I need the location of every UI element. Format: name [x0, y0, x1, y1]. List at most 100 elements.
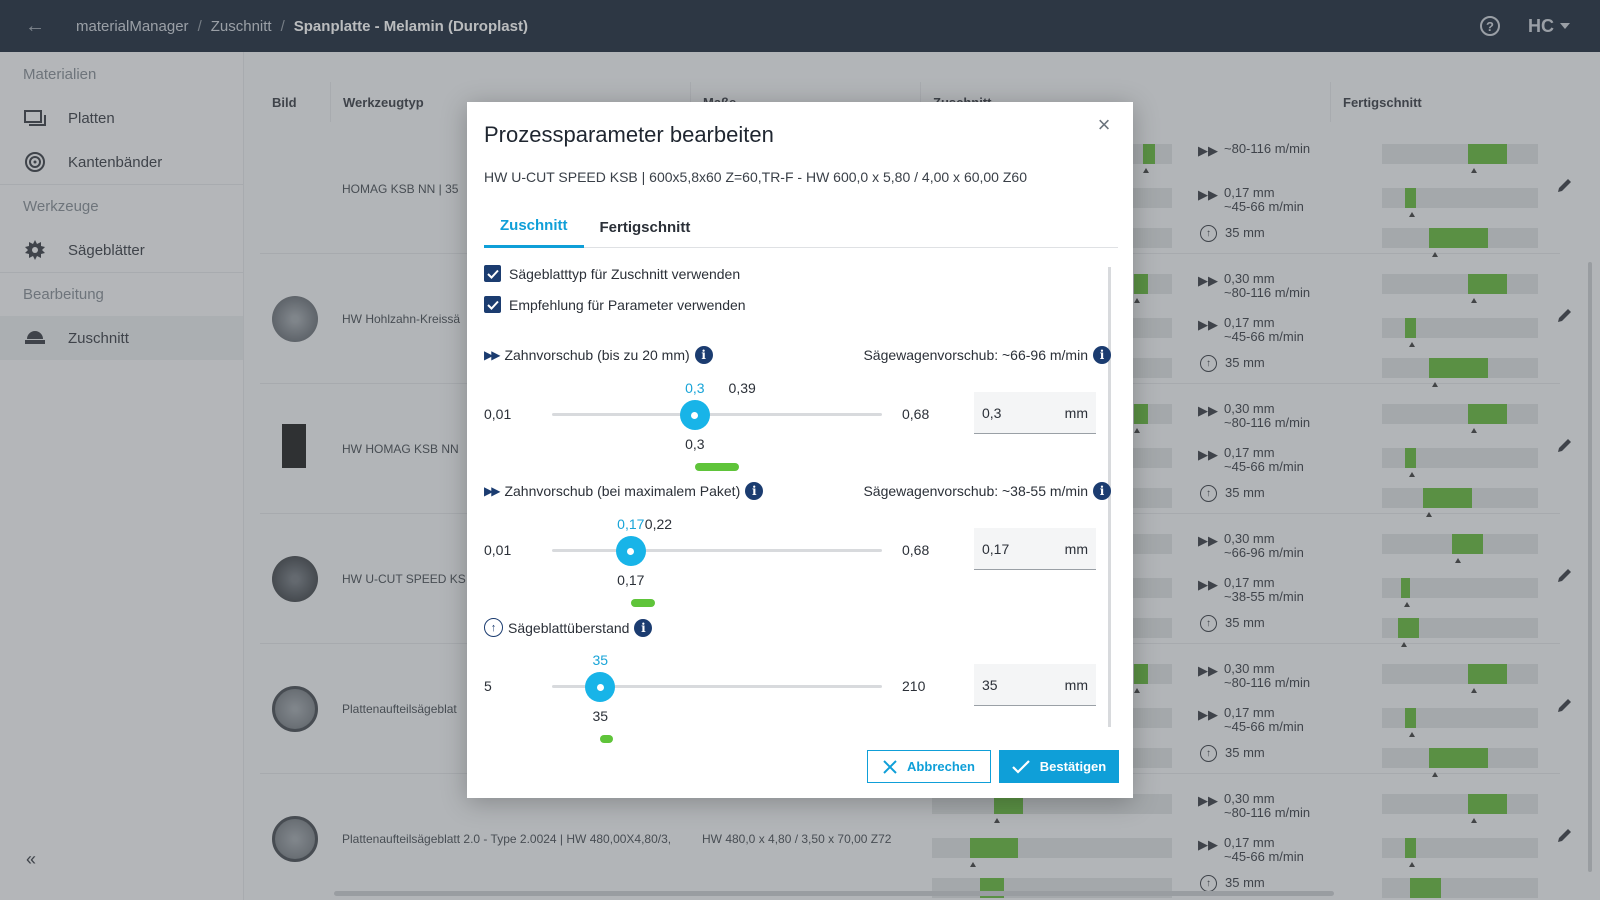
help-icon[interactable]: ?	[1480, 16, 1500, 36]
sidebar-item-kantenbaender[interactable]: Kantenbänder	[0, 140, 243, 184]
param-value: 0,17 mm	[1224, 315, 1275, 330]
dialog-scrollbar[interactable]	[1108, 267, 1111, 727]
finish-range-bar	[1382, 448, 1538, 477]
carriage-feed-label-1: Sägewagenvorschub: ~66-96 m/min i	[863, 346, 1111, 364]
checkbox-row-recommendation[interactable]: Empfehlung für Parameter verwenden	[484, 296, 746, 313]
cancel-button[interactable]: Abbrechen	[867, 750, 991, 783]
zahnvorschub-1-input-box[interactable]: mm	[974, 392, 1096, 434]
parameter-line: ▶▶ 0,30 mm ~80-116 m/min	[1198, 402, 1310, 430]
param-value: 0,30 mm	[1224, 271, 1275, 286]
parameter-line: ▶▶ 0,30 mm ~80-116 m/min	[1198, 662, 1310, 690]
back-arrow-icon[interactable]: ←	[25, 14, 45, 37]
fast-forward-icon: ▶▶	[1198, 273, 1218, 288]
slider-min-label: 0,01	[484, 542, 512, 558]
slider-value-label: 0,17	[617, 516, 645, 532]
checkbox-recommendation[interactable]	[484, 296, 501, 313]
close-icon[interactable]: ×	[1097, 112, 1111, 137]
breadcrumb-item-materialmanager[interactable]: materialManager	[76, 17, 189, 35]
slider-zahnvorschub-2: 0,01 0,17 0,22 0,17 0,68 mm	[484, 496, 1118, 607]
brand-logo: HC	[1528, 15, 1554, 36]
tab-zuschnitt[interactable]: Zuschnitt	[484, 206, 584, 248]
slider-value-label: 0,3	[685, 380, 705, 396]
ueberstand-input-box[interactable]: mm	[974, 664, 1096, 706]
finish-range-bar	[1382, 488, 1538, 517]
zahnvorschub-2-input-box[interactable]: mm	[974, 528, 1096, 570]
zahnvorschub-1-input[interactable]	[982, 404, 1042, 421]
sawblade-thumbnail	[272, 296, 318, 342]
section-label-ueberstand: ↑ Sägeblattüberstand i	[484, 618, 653, 637]
checkbox-label: Empfehlung für Parameter verwenden	[509, 296, 746, 313]
fast-forward-icon: ▶▶	[1198, 403, 1218, 418]
edit-pencil-icon[interactable]	[1556, 176, 1574, 194]
sidebar: Materialien Platten Kantenbänder Werkzeu…	[0, 52, 244, 900]
parameter-line: ▶▶ ~80-116 m/min	[1198, 142, 1310, 158]
tool-name: HW Hohlzahn-Kreissä	[342, 312, 461, 326]
finish-range-bar	[1382, 274, 1538, 303]
slider-max-label: 0,68	[902, 406, 930, 422]
finish-range-bar	[1382, 318, 1538, 347]
sidebar-item-label: Sägeblätter	[68, 241, 145, 259]
slider-track[interactable]	[552, 413, 882, 471]
column-header-werkzeugtyp[interactable]: Werkzeugtyp	[330, 82, 690, 122]
column-header-bild[interactable]: Bild	[272, 94, 297, 110]
sidebar-item-platten[interactable]: Platten	[0, 96, 243, 140]
slider-value-below-label: 0,3	[685, 436, 705, 452]
sidebar-item-saegeblaetter[interactable]: Sägeblätter	[0, 228, 243, 272]
collapse-sidebar-icon[interactable]: «	[26, 849, 37, 869]
column-header-fertigschnitt[interactable]: Fertigschnitt	[1330, 82, 1560, 122]
slider-track[interactable]	[552, 685, 882, 743]
checkbox-blade-type[interactable]	[484, 265, 501, 282]
info-icon[interactable]: i	[1093, 346, 1111, 364]
edit-pencil-icon[interactable]	[1556, 566, 1574, 584]
top-bar: ← materialManager / Zuschnitt / Spanplat…	[0, 0, 1600, 52]
tab-fertigschnitt[interactable]: Fertigschnitt	[599, 218, 691, 236]
breadcrumb-separator: /	[280, 17, 285, 35]
slider-value-below-label: 0,17	[617, 572, 645, 588]
parameter-line: ▶▶ 0,17 mm ~45-66 m/min	[1198, 315, 1304, 344]
info-icon[interactable]: i	[634, 618, 653, 637]
vertical-scrollbar[interactable]	[1588, 262, 1592, 872]
edgeband-icon	[24, 151, 46, 173]
breadcrumb: materialManager / Zuschnitt / Spanplatte…	[76, 18, 528, 35]
slider-thumb[interactable]	[679, 400, 710, 430]
edit-pencil-icon[interactable]	[1556, 826, 1574, 844]
param-value: 35 mm	[1225, 355, 1265, 370]
zahnvorschub-2-input[interactable]	[982, 540, 1042, 557]
breadcrumb-item-zuschnitt[interactable]: Zuschnitt	[210, 17, 272, 35]
tool-name: HW U-CUT SPEED KS	[342, 572, 466, 586]
edit-pencil-icon[interactable]	[1556, 306, 1574, 324]
finish-range-bar	[1382, 228, 1538, 257]
parameter-line: ↑ 35 mm	[1200, 745, 1265, 762]
tool-name: HW HOMAG KSB NN	[342, 442, 459, 456]
arrow-up-circle-icon: ↑	[1200, 485, 1217, 502]
edit-pencil-icon[interactable]	[1556, 436, 1574, 454]
table-row[interactable]: Plattenaufteilsägeblatt 2.0 - Type 2.002…	[260, 774, 1571, 900]
finish-range-bar	[1382, 534, 1538, 563]
finish-range-bar	[1382, 404, 1538, 433]
info-icon[interactable]: i	[694, 346, 713, 364]
info-icon[interactable]: i	[745, 482, 764, 500]
breadcrumb-item-current: Spanplatte - Melamin (Duroplast)	[293, 17, 528, 35]
horizontal-scrollbar[interactable]	[334, 891, 1334, 896]
param-value: 35 mm	[1225, 745, 1265, 760]
user-menu[interactable]: HC	[1528, 16, 1570, 37]
cutting-icon	[24, 327, 46, 349]
slider-thumb[interactable]	[615, 536, 646, 566]
ueberstand-input[interactable]	[982, 676, 1042, 693]
checkbox-row-blade-type[interactable]: Sägeblatttyp für Zuschnitt verwenden	[484, 265, 740, 282]
param-value: 35 mm	[1225, 615, 1265, 630]
sidebar-section-materialien: Materialien	[23, 65, 97, 83]
sidebar-item-zuschnitt[interactable]: Zuschnitt	[0, 316, 243, 360]
board-icon	[24, 107, 46, 129]
slider-ueberstand: 5 35 35 210 mm	[484, 632, 1118, 743]
info-icon[interactable]: i	[1093, 482, 1111, 500]
slider-track[interactable]	[552, 549, 882, 607]
slider-thumb[interactable]	[585, 672, 616, 702]
confirm-button[interactable]: Bestätigen	[999, 750, 1119, 783]
param-speed: ~45-66 m/min	[1224, 459, 1304, 474]
cut-range-bar	[932, 838, 1172, 867]
edit-pencil-icon[interactable]	[1556, 696, 1574, 714]
sidebar-section-bearbeitung: Bearbeitung	[0, 272, 243, 316]
parameter-line: ▶▶ 0,17 mm ~38-55 m/min	[1198, 576, 1304, 604]
parameter-line: ▶▶ 0,17 mm ~45-66 m/min	[1198, 186, 1304, 214]
